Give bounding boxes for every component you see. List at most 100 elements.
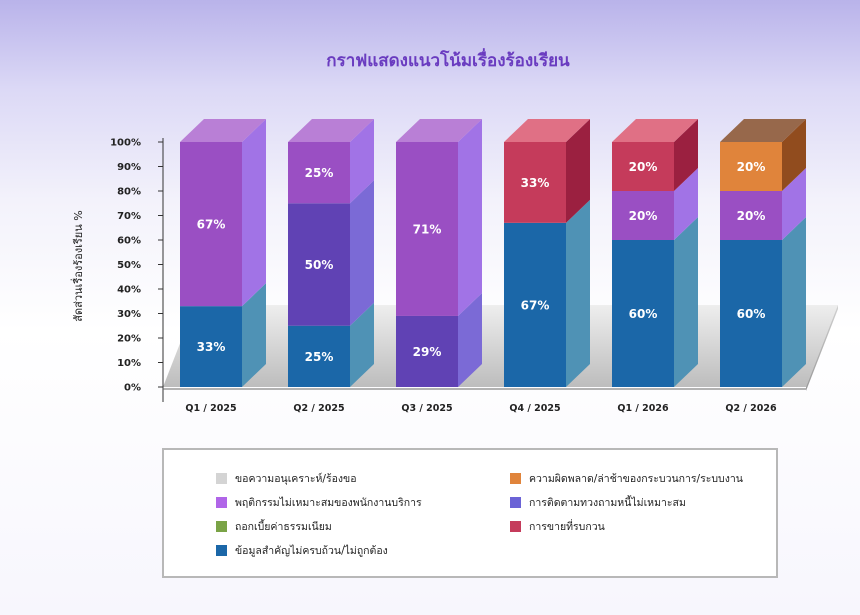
legend-swatch <box>216 521 227 532</box>
data-label: 71% <box>413 222 442 236</box>
y-tick-label: 10% <box>117 358 141 369</box>
bar-segment <box>720 240 782 387</box>
y-tick-label: 100% <box>110 138 141 149</box>
bar-segment <box>396 315 458 387</box>
y-tick-label: 80% <box>117 187 141 198</box>
legend-label: พฤติกรรมไม่เหมาะสมของพนักงานบริการ <box>235 497 422 509</box>
bar-group: 29% 71% Q3 / 2025 <box>396 119 482 414</box>
bar-segment-side <box>782 168 806 240</box>
data-label: 67% <box>197 218 226 232</box>
bars: 33% 67% Q1 / 2025 25% 50% 25% Q2 / 2025 29% 71% Q… <box>180 119 806 414</box>
bar-segment <box>288 325 350 387</box>
bar-segment-side <box>242 119 266 307</box>
legend-label: ความผิดพลาด/ล่าช้าของกระบวนการ/ระบบงาน <box>529 473 743 485</box>
legend-swatch <box>510 521 521 532</box>
x-tick-label: Q2 / 2025 <box>293 403 344 414</box>
data-label: 60% <box>629 307 658 321</box>
bar-top-face <box>612 119 698 142</box>
y-tick-label: 60% <box>117 236 141 247</box>
legend-swatch <box>510 497 521 508</box>
bar-segment-side <box>674 217 698 387</box>
data-label: 33% <box>197 340 226 354</box>
data-label: 29% <box>413 345 442 359</box>
y-tick-label: 40% <box>117 285 141 296</box>
bar-segment-side <box>566 199 590 387</box>
bar-segment-side <box>350 180 374 326</box>
bar-top-face <box>180 119 266 142</box>
legend-swatch <box>510 473 521 484</box>
legend-item: ถอกเบี้ยค่าธรรมเนียม <box>216 518 332 535</box>
y-tick-label: 20% <box>117 334 141 345</box>
bar-segment-side <box>674 168 698 240</box>
y-tick-label: 50% <box>117 260 141 271</box>
y-tick-label: 70% <box>117 211 141 222</box>
bar-segment <box>720 191 782 240</box>
data-label: 67% <box>521 298 550 312</box>
y-tick-label: 90% <box>117 162 141 173</box>
legend-label: การขายที่รบกวน <box>529 521 605 533</box>
bar-top-face <box>396 119 482 142</box>
legend-label: ถอกเบี้ยค่าธรรมเนียม <box>235 521 332 533</box>
bar-segment <box>288 203 350 326</box>
bar-segment <box>612 191 674 240</box>
bar-segment <box>396 142 458 316</box>
legend-label: ข้อมูลสำคัญไม่ครบถ้วน/ไม่ถูกต้อง <box>235 545 388 557</box>
legend-swatch <box>216 473 227 484</box>
bar-segment <box>504 222 566 387</box>
x-tick-label: Q3 / 2025 <box>401 403 452 414</box>
legend-item: ความผิดพลาด/ล่าช้าของกระบวนการ/ระบบงาน <box>510 470 743 487</box>
x-tick-label: Q1 / 2026 <box>617 403 669 414</box>
bar-segment-side <box>458 292 482 387</box>
bar-segment-side <box>242 283 266 387</box>
legend-label: การติดตามทวงถามหนี้ไม่เหมาะสม <box>529 497 686 509</box>
legend-swatch <box>216 497 227 508</box>
data-label: 20% <box>629 160 658 174</box>
bar-segment-side <box>350 302 374 387</box>
data-label: 20% <box>737 209 766 223</box>
bar-top-face <box>504 119 590 142</box>
bar-top-face <box>720 119 806 142</box>
bar-segment <box>180 142 242 307</box>
legend-item: ขอความอนุเคราะห์/ร้องขอ <box>216 470 357 487</box>
legend-label: ขอความอนุเคราะห์/ร้องขอ <box>235 473 357 485</box>
legend: ขอความอนุเคราะห์/ร้องขอพฤติกรรมไม่เหมาะส… <box>162 448 778 578</box>
data-label: 20% <box>737 160 766 174</box>
data-label: 25% <box>305 166 334 180</box>
bar-segment <box>612 240 674 387</box>
bar-segment <box>612 142 674 191</box>
axes: 0% 10% 20% 30% 40% 50% 60% 70% 80% 90% 100% <box>110 138 806 402</box>
floor-edge <box>806 305 838 391</box>
chart-title: กราฟแสดงแนวโน้มเรื่องร้องเรียน <box>326 48 570 71</box>
y-tick-label: 0% <box>124 383 141 394</box>
legend-swatch <box>216 545 227 556</box>
bar-segment-side <box>674 119 698 191</box>
legend-item: ข้อมูลสำคัญไม่ครบถ้วน/ไม่ถูกต้อง <box>216 542 388 559</box>
bar-segment-side <box>350 119 374 204</box>
data-label: 60% <box>737 307 766 321</box>
bar-group: 33% 67% Q1 / 2025 <box>180 119 266 414</box>
bar-segment <box>180 306 242 387</box>
bar-segment-side <box>782 217 806 387</box>
bar-segment <box>720 142 782 191</box>
bar-segment-side <box>782 119 806 191</box>
data-label: 33% <box>521 176 550 190</box>
x-tick-label: Q2 / 2026 <box>725 403 777 414</box>
bar-group: 67% 33% Q4 / 2025 <box>504 119 590 414</box>
legend-item: การติดตามทวงถามหนี้ไม่เหมาะสม <box>510 494 686 511</box>
y-axis-label: สัดส่วนเรื่องร้องเรียน % <box>70 210 85 321</box>
bar-group: 25% 50% 25% Q2 / 2025 <box>288 119 374 414</box>
legend-item: การขายที่รบกวน <box>510 518 605 535</box>
bar-segment-side <box>566 119 590 223</box>
data-label: 20% <box>629 209 658 223</box>
bar-group: 60% 20% 20% Q2 / 2026 <box>720 119 806 414</box>
data-label: 50% <box>305 258 334 272</box>
x-tick-label: Q1 / 2025 <box>185 403 236 414</box>
bar-segment <box>288 142 350 204</box>
bar-group: 60% 20% 20% Q1 / 2026 <box>612 119 698 414</box>
legend-item: พฤติกรรมไม่เหมาะสมของพนักงานบริการ <box>216 494 422 511</box>
x-tick-label: Q4 / 2025 <box>509 403 560 414</box>
bar-segment-side <box>458 119 482 316</box>
bar-segment <box>504 142 566 223</box>
y-tick-label: 30% <box>117 309 141 320</box>
